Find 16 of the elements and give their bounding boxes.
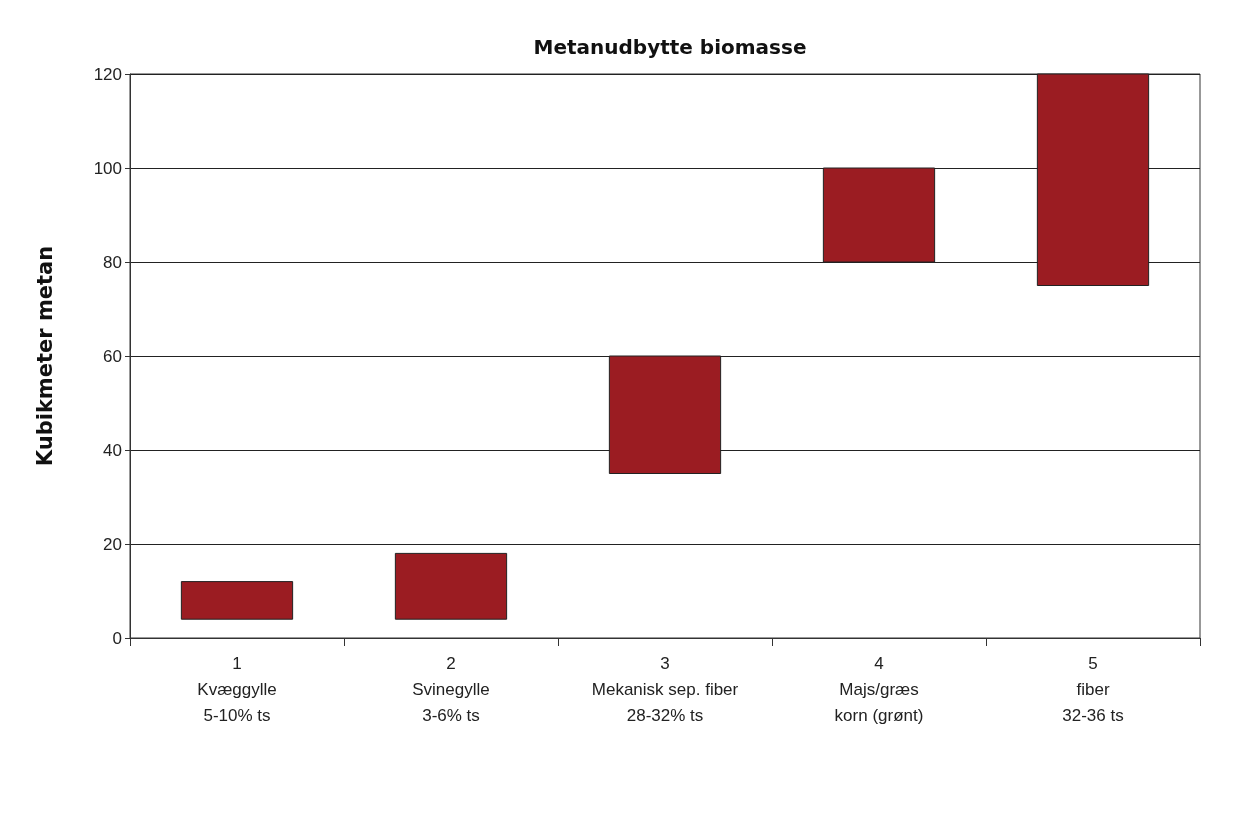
y-tick-label: 20	[103, 534, 122, 554]
y-tick-label: 40	[103, 440, 122, 460]
y-tick-label: 80	[103, 252, 122, 272]
x-tick-label: 5 fiber 32-36 ts	[1062, 653, 1124, 725]
x-tick-label: 3 Mekanisk sep. fiber 28-32% ts	[591, 653, 739, 725]
chart-title: Metanudbytte biomasse	[533, 35, 807, 59]
y-axis-title: Kubikmeter metan	[32, 245, 57, 467]
x-tick-label: 2 Svinegylle 3-6% ts	[412, 653, 490, 725]
y-tick-label: 100	[93, 158, 122, 178]
y-tick-label: 120	[93, 64, 122, 84]
bar	[394, 552, 508, 620]
x-tick-label: 1 Kvæggylle 5-10% ts	[197, 653, 277, 725]
y-tick-label: 60	[103, 346, 122, 366]
bar	[180, 581, 294, 620]
x-tick-label: 4 Majs/græs korn (grønt)	[834, 653, 924, 725]
y-tick-label: 0	[112, 628, 122, 648]
